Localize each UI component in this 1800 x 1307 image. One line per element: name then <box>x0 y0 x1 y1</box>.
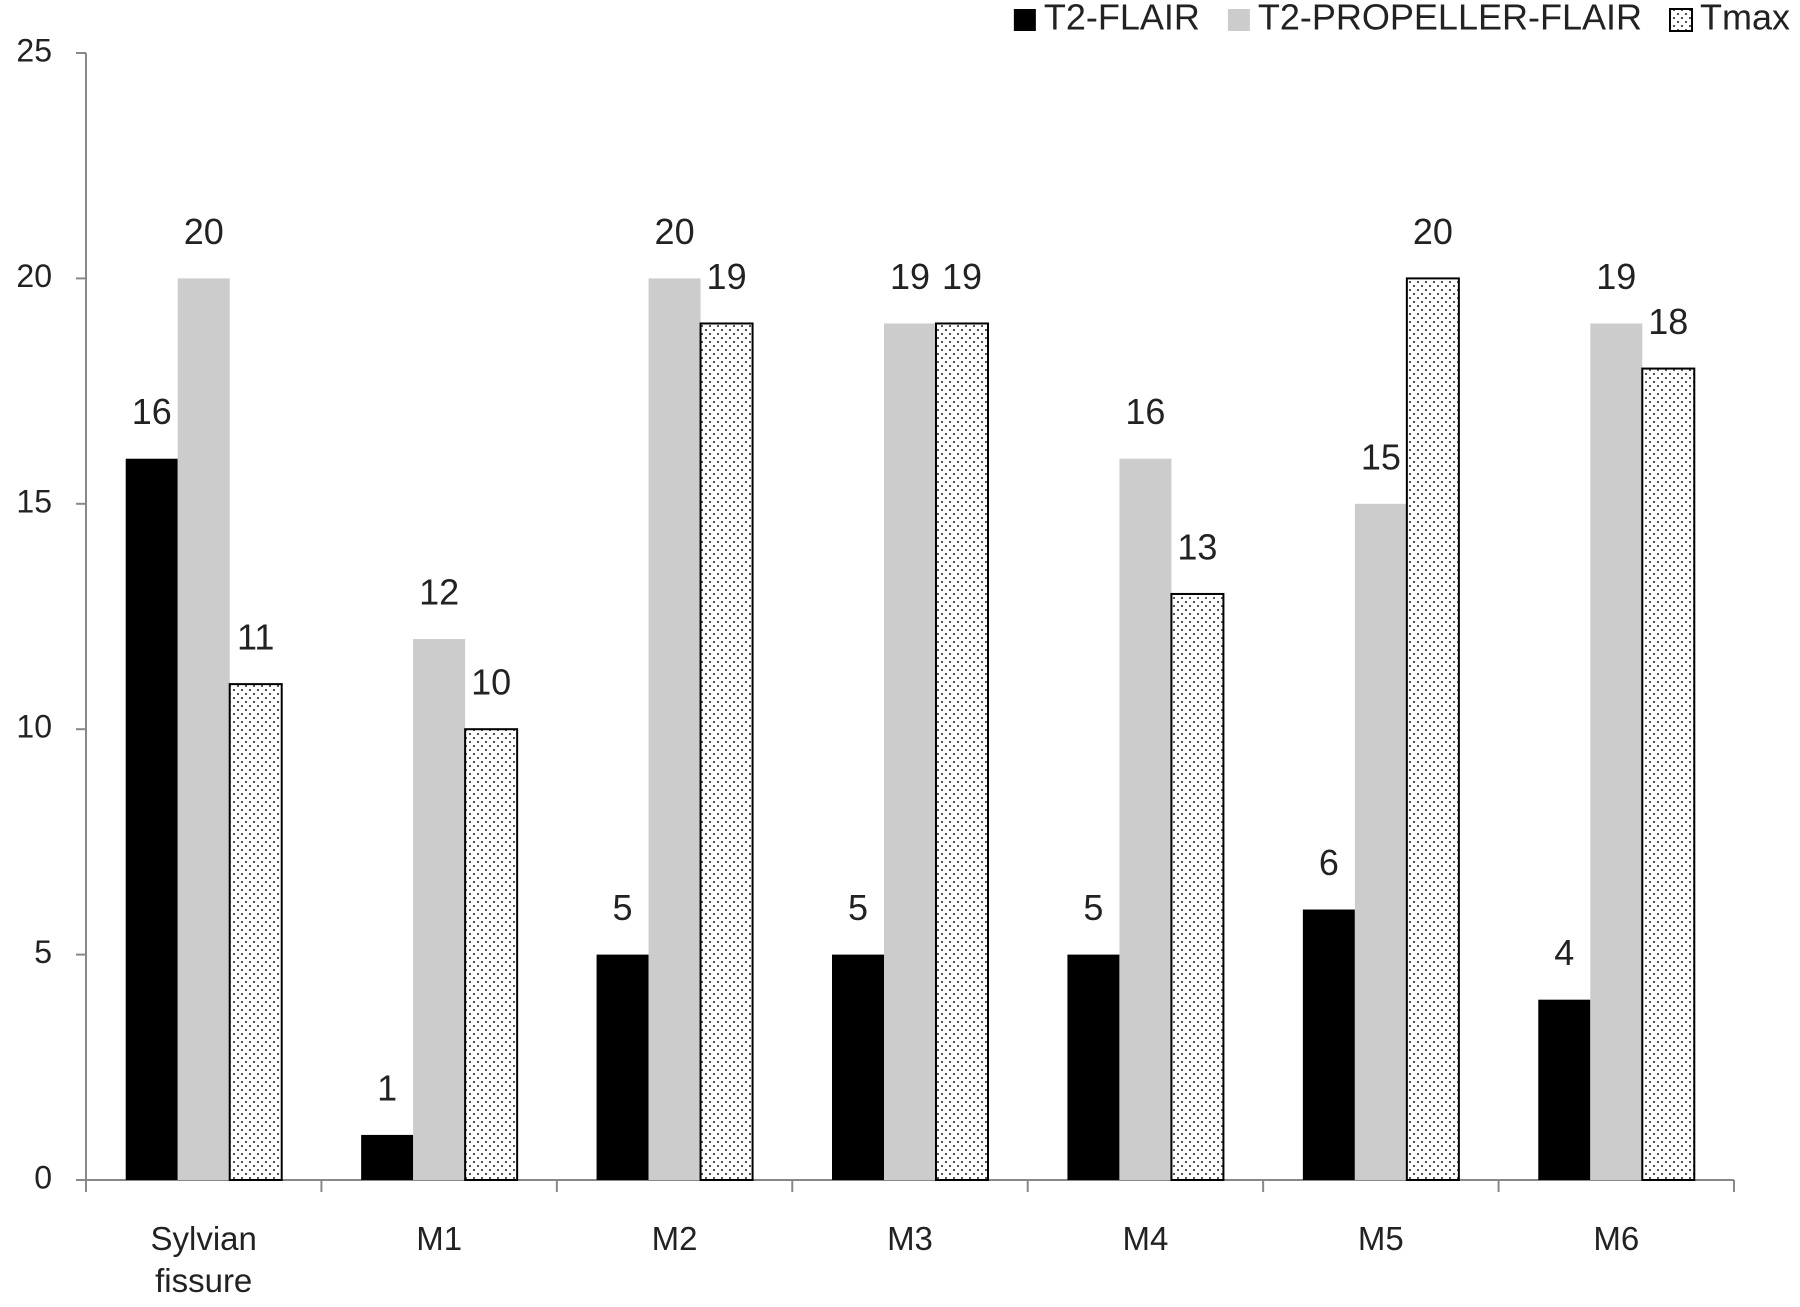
data-label: 18 <box>1648 301 1688 342</box>
bar <box>1119 458 1172 1181</box>
legend-swatch <box>1013 9 1036 31</box>
data-label: 20 <box>184 211 224 252</box>
y-tick-label: 0 <box>34 1159 52 1195</box>
data-label: 13 <box>1177 526 1217 567</box>
data-label: 10 <box>471 662 511 703</box>
data-label: 19 <box>1596 256 1636 297</box>
data-label: 5 <box>848 887 868 928</box>
bar <box>1302 909 1355 1180</box>
legend-label: T2-PROPELLER-FLAIR <box>1258 0 1642 38</box>
bar <box>228 683 283 1181</box>
x-tick-label: M2 <box>651 1220 698 1257</box>
x-tick-label: M3 <box>887 1220 933 1257</box>
bar <box>935 322 989 1182</box>
bar <box>1538 999 1591 1180</box>
bar <box>1067 954 1120 1180</box>
legend-swatch <box>1227 9 1250 31</box>
data-label: 16 <box>132 391 172 432</box>
bar <box>832 954 884 1180</box>
data-label: 4 <box>1554 932 1574 973</box>
x-tick-label: M5 <box>1357 1220 1404 1257</box>
data-label: 19 <box>942 256 982 297</box>
bar <box>464 728 519 1181</box>
bar <box>1641 367 1696 1181</box>
y-tick-label: 25 <box>16 32 52 68</box>
y-tick-label: 10 <box>16 709 52 745</box>
bar <box>361 1134 414 1180</box>
legend-label: T2-FLAIR <box>1044 0 1200 38</box>
x-tick-label: M1 <box>416 1220 463 1257</box>
data-label: 1 <box>377 1067 397 1108</box>
legend-label: Tmax <box>1700 0 1790 38</box>
data-label: 19 <box>890 256 930 297</box>
bar <box>413 639 466 1180</box>
bar <box>1590 323 1643 1181</box>
legend-swatch <box>1669 8 1693 32</box>
data-label: 16 <box>1125 391 1165 432</box>
bar <box>177 278 230 1180</box>
bar <box>699 322 754 1182</box>
data-label: 12 <box>419 572 459 613</box>
bar <box>596 954 649 1180</box>
data-label: 20 <box>655 211 695 252</box>
data-label: 15 <box>1361 436 1401 477</box>
data-label: 11 <box>237 617 274 658</box>
bar <box>1170 592 1225 1181</box>
y-tick-label: 15 <box>16 483 52 519</box>
bar <box>1405 277 1460 1181</box>
x-tick-label: Sylvian fissure <box>150 1220 257 1299</box>
bar <box>884 323 936 1181</box>
data-label: 5 <box>1083 887 1103 928</box>
data-label: 6 <box>1319 842 1339 883</box>
bar <box>1354 503 1407 1180</box>
x-tick-label: M6 <box>1593 1220 1640 1257</box>
data-label: 20 <box>1413 211 1453 252</box>
bar <box>648 278 701 1180</box>
y-tick-label: 20 <box>16 258 52 294</box>
bar <box>125 458 178 1181</box>
y-tick-label: 5 <box>34 934 52 970</box>
x-tick-label: M4 <box>1122 1220 1169 1257</box>
data-label: 5 <box>613 887 633 928</box>
data-label: 19 <box>707 256 747 297</box>
